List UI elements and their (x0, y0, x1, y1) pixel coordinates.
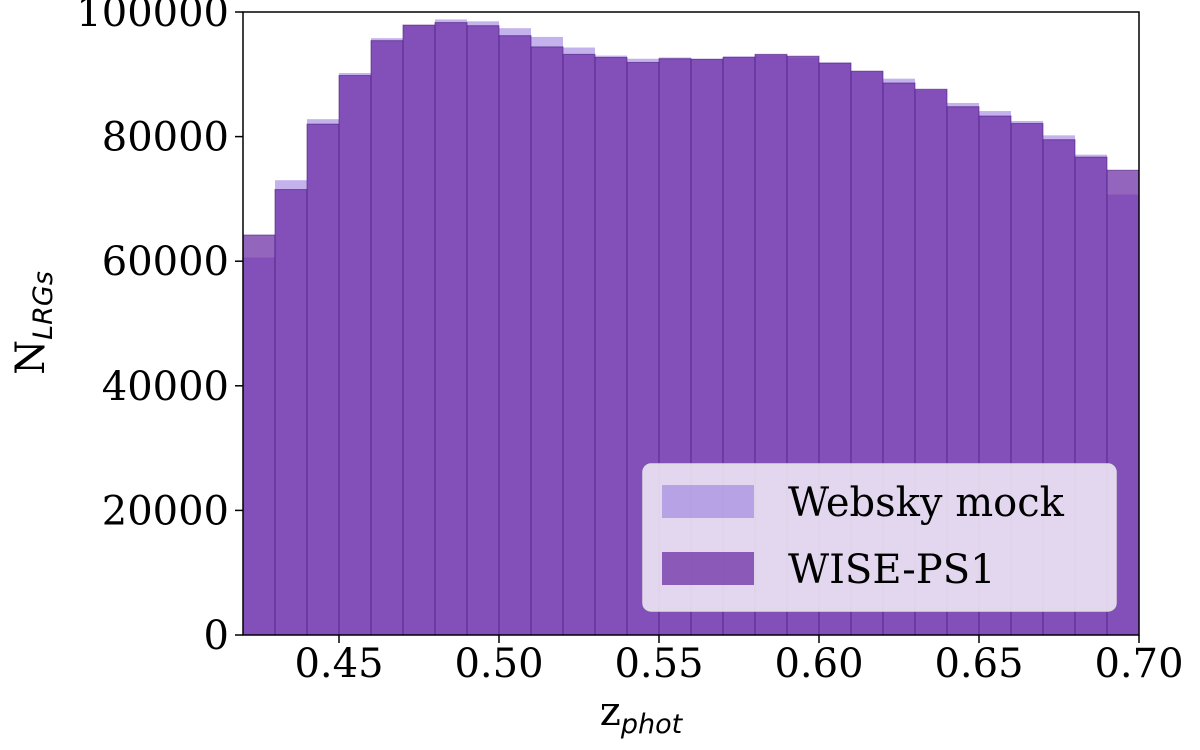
bar-wise-ps1-11 (562, 53, 596, 636)
legend-swatch-websky (662, 485, 754, 518)
y-tick-label: 0 (204, 613, 229, 659)
plot-frame (242, 11, 1140, 636)
y-axis-title-sub: LRGs (28, 271, 59, 340)
bar-wise-ps1-1 (242, 234, 276, 636)
y-tick-label: 100000 (76, 0, 229, 36)
y-tick-label: 60000 (102, 239, 229, 285)
legend-frame (642, 463, 1117, 612)
y-tick-label: 80000 (102, 115, 229, 161)
x-axis-title-sub: phot (620, 709, 684, 740)
x-tick-label: 0.50 (454, 641, 543, 687)
legend-label-wise-ps1: WISE-PS1 (788, 547, 996, 593)
x-tick-label: 0.70 (1094, 641, 1183, 687)
bar-wise-ps1-6 (402, 24, 436, 636)
bar-wise-ps1-7 (434, 22, 468, 636)
x-tick-label: 0.55 (614, 641, 703, 687)
bar-wise-ps1-12 (594, 56, 628, 636)
bar-wise-ps1-5 (370, 40, 404, 636)
x-tick-label: 0.65 (934, 641, 1023, 687)
bar-wise-ps1-8 (466, 25, 500, 636)
y-tick-label: 40000 (102, 364, 229, 410)
legend-swatch-wise-ps1 (662, 552, 754, 585)
x-axis-ticks: 0.45 0.50 0.55 0.60 0.65 0.70 (294, 635, 1184, 687)
bar-wise-ps1-10 (530, 46, 564, 636)
legend: Websky mock WISE-PS1 (642, 463, 1117, 612)
y-axis-ticks: 0 20000 40000 60000 80000 100000 (76, 0, 243, 659)
y-axis-title-main: N (8, 340, 54, 375)
x-tick-label: 0.45 (294, 641, 383, 687)
x-tick-label: 0.60 (774, 641, 863, 687)
x-axis-title: zphot (600, 689, 684, 740)
y-tick-label: 20000 (102, 488, 229, 534)
bar-wise-ps1-9 (498, 35, 532, 636)
y-axis-title: NLRGs (8, 271, 59, 375)
x-axis-title-main: z (600, 689, 621, 735)
bar-wise-ps1-3 (306, 123, 340, 636)
legend-label-websky: Websky mock (788, 480, 1065, 526)
bar-wise-ps1-2 (274, 189, 308, 636)
bar-wise-ps1-4 (338, 75, 372, 636)
